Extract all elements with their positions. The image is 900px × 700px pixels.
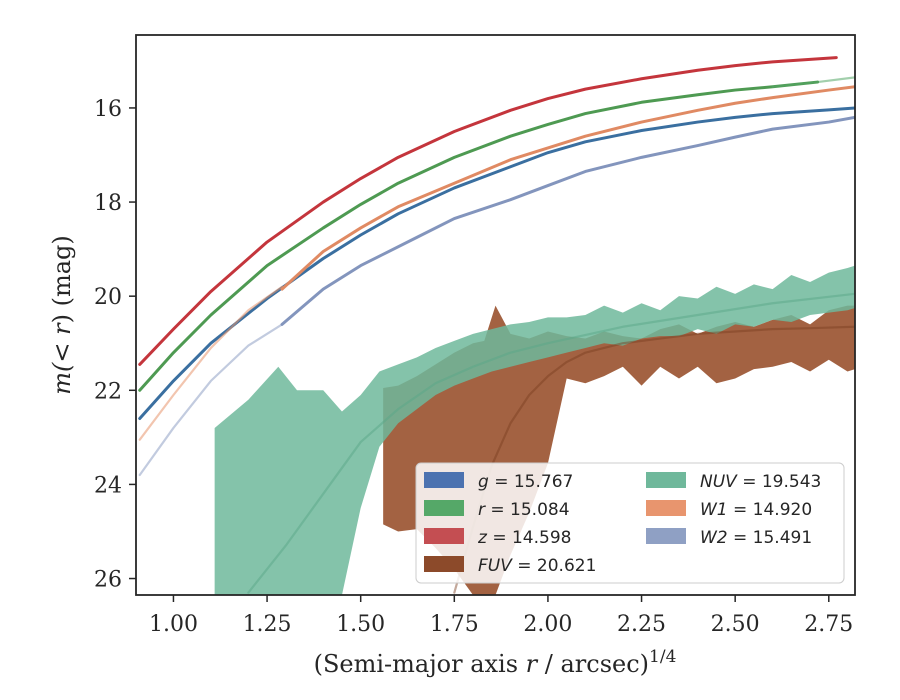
legend-label-z: z = 14.598	[477, 528, 571, 548]
series-g-line	[138, 106, 855, 421]
series-w1-line	[280, 85, 855, 291]
y-tick-label: 26	[94, 568, 122, 593]
x-tick-label: 2.25	[617, 612, 666, 637]
series-w1-line	[138, 285, 284, 441]
legend-label-g: g = 15.767	[478, 472, 573, 492]
x-tick-label: 1.25	[243, 612, 292, 637]
x-tick-label: 1.50	[336, 612, 385, 637]
legend-swatch-nuv	[646, 472, 686, 488]
legend-label-nuv: NUV = 19.543	[700, 472, 821, 492]
x-axis-label: (Semi-major axis r / arcsec)1/4	[314, 647, 677, 678]
y-axis-label-var: < r	[48, 322, 76, 363]
y-tick-label: 22	[94, 379, 122, 404]
legend-label-w2: W2 = 15.491	[700, 528, 812, 548]
series-w2-line	[280, 115, 855, 326]
y-axis-label: m(< r) (mag)	[48, 235, 76, 395]
legend: g = 15.767 r = 15.084 z = 14.598 FUV = 20.6…	[415, 462, 845, 584]
legend-swatch-fuv	[424, 556, 464, 572]
series-nuv-band	[214, 265, 855, 595]
legend-label-fuv: FUV = 20.621	[478, 556, 596, 576]
x-axis-label-mid: / arcsec)	[537, 650, 649, 678]
legend-label-r: r = 15.084	[478, 500, 570, 520]
series-nuv-mean-line	[247, 292, 855, 594]
y-axis-ticks: 16 18 20 22 24 26	[94, 97, 136, 593]
x-tick-label: 2.75	[804, 612, 853, 637]
y-tick-label: 16	[94, 97, 122, 122]
plot-frame	[135, 34, 856, 596]
series-r-line	[138, 80, 820, 392]
series-z-line	[138, 56, 838, 366]
x-tick-label: 2.00	[523, 612, 572, 637]
series-fuv-mean-line	[453, 325, 855, 594]
y-axis-label-suffix: ) (mag)	[48, 235, 76, 323]
series-r-extension-line	[771, 76, 855, 88]
y-tick-label: 24	[94, 473, 122, 498]
legend-swatch-w2	[646, 528, 686, 544]
y-tick-label: 20	[94, 285, 122, 310]
legend-label-w1: W1 = 14.920	[700, 500, 812, 520]
x-axis-label-sup: 1/4	[649, 647, 676, 667]
x-tick-label: 1.75	[430, 612, 479, 637]
y-tick-label: 18	[94, 191, 122, 216]
x-tick-label: 1.00	[149, 612, 198, 637]
x-tick-label: 2.50	[711, 612, 760, 637]
x-axis-label-prefix: (Semi-major axis	[314, 650, 526, 678]
legend-swatch-z	[424, 528, 464, 544]
y-axis-label-prefix: m(	[48, 362, 76, 395]
legend-swatch-w1	[646, 500, 686, 516]
legend-swatch-g	[424, 472, 464, 488]
x-axis-label-var: r	[526, 650, 539, 678]
series-w2-line	[138, 323, 284, 477]
legend-box	[415, 462, 845, 584]
x-axis-ticks: 1.00 1.25 1.50 1.75 2.00 2.25 2.50 2.75	[149, 595, 853, 637]
legend-swatch-r	[424, 500, 464, 516]
